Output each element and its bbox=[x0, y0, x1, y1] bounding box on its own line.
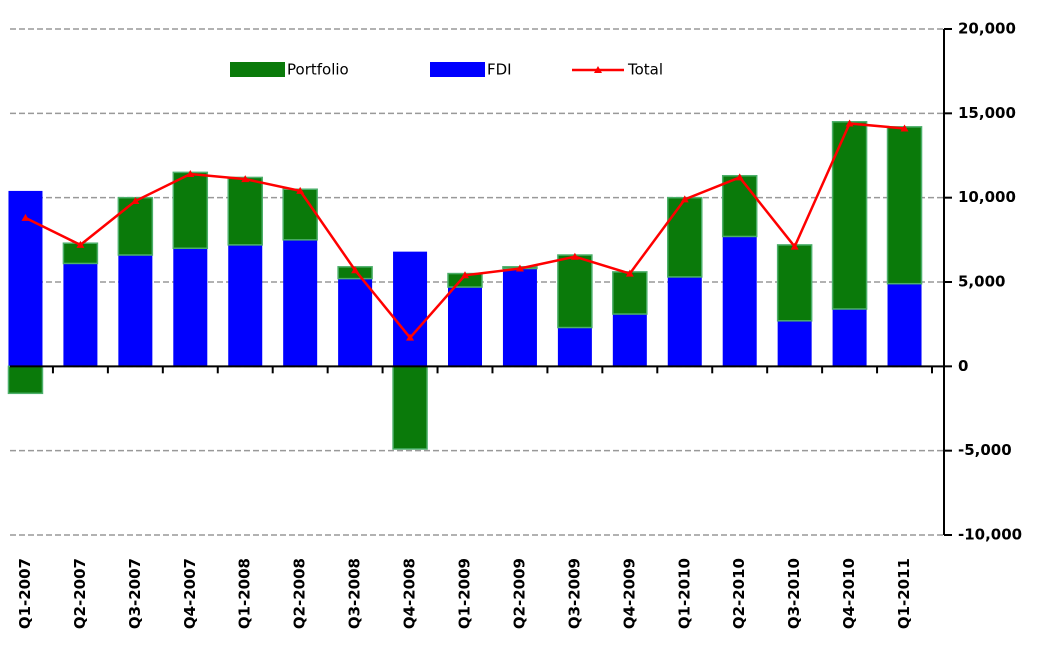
bar bbox=[887, 283, 922, 367]
y-tick-label: 20,000 bbox=[958, 20, 1016, 38]
x-tick-label: Q4-2007 bbox=[181, 558, 199, 629]
marker bbox=[76, 240, 85, 248]
x-tick-label: Q4-2008 bbox=[401, 558, 419, 629]
y-tick-label: 10,000 bbox=[958, 188, 1016, 206]
marker bbox=[241, 175, 250, 183]
x-tick-label: Q4-2010 bbox=[840, 558, 858, 629]
marker bbox=[735, 173, 744, 181]
bar bbox=[227, 176, 263, 246]
legend-label: Portfolio bbox=[287, 61, 349, 79]
marker bbox=[21, 213, 30, 221]
bar bbox=[886, 126, 923, 285]
x-tick-label: Q3-2009 bbox=[565, 558, 583, 629]
bar bbox=[117, 196, 154, 256]
marker bbox=[515, 264, 524, 272]
x-tick-label: Q1-2007 bbox=[16, 558, 34, 629]
marker bbox=[900, 124, 909, 132]
marker bbox=[461, 271, 469, 279]
x-tick-label: Q1-2010 bbox=[675, 558, 693, 629]
bar bbox=[557, 327, 592, 367]
legend-swatch bbox=[230, 62, 285, 77]
marker bbox=[296, 186, 305, 194]
bar bbox=[172, 171, 209, 250]
x-tick-label: Q1-2009 bbox=[456, 558, 474, 629]
bar bbox=[557, 254, 593, 329]
bar bbox=[283, 239, 318, 367]
marker bbox=[570, 252, 579, 260]
bar bbox=[502, 268, 537, 367]
x-tick-label: Q3-2008 bbox=[346, 558, 364, 629]
y-tick-label: -10,000 bbox=[958, 526, 1022, 544]
legend-swatch bbox=[430, 62, 485, 77]
y-tick-label: 5,000 bbox=[958, 273, 1005, 291]
marker bbox=[186, 170, 195, 178]
x-tick-label: Q2-2008 bbox=[291, 558, 309, 629]
x-tick-label: Q1-2008 bbox=[236, 558, 254, 629]
bar bbox=[777, 320, 812, 367]
marker bbox=[845, 119, 854, 127]
bar bbox=[63, 263, 98, 367]
bar bbox=[667, 196, 703, 278]
bar bbox=[448, 287, 482, 367]
y-tick-label: -5,000 bbox=[958, 441, 1012, 459]
marker bbox=[680, 195, 689, 203]
bar bbox=[338, 278, 373, 367]
bar bbox=[612, 314, 647, 367]
bar bbox=[173, 248, 208, 367]
bar bbox=[721, 174, 758, 238]
bar bbox=[118, 255, 153, 367]
bar bbox=[7, 365, 44, 395]
bar bbox=[831, 121, 868, 310]
bar bbox=[282, 188, 318, 241]
bar bbox=[612, 271, 648, 315]
y-tick-label: 0 bbox=[958, 357, 968, 375]
marker bbox=[131, 197, 140, 205]
x-tick-label: Q3-2007 bbox=[126, 558, 144, 629]
bar bbox=[667, 276, 702, 367]
bar bbox=[776, 244, 813, 322]
bar bbox=[392, 365, 428, 450]
x-tick-label: Q3-2010 bbox=[785, 558, 803, 629]
y-tick-label: 15,000 bbox=[958, 104, 1016, 122]
x-tick-label: Q2-2007 bbox=[71, 558, 89, 629]
legend-label: FDI bbox=[487, 61, 512, 79]
legend-label: Total bbox=[627, 61, 663, 79]
marker bbox=[351, 266, 360, 274]
bar bbox=[722, 236, 757, 367]
x-tick-label: Q1-2011 bbox=[895, 558, 913, 629]
x-tick-label: Q4-2009 bbox=[620, 558, 638, 629]
bar bbox=[832, 308, 867, 367]
bar bbox=[228, 244, 263, 367]
marker bbox=[406, 333, 415, 341]
legend-marker bbox=[594, 66, 602, 73]
bar bbox=[393, 251, 428, 367]
marker bbox=[790, 242, 799, 250]
x-tick-label: Q2-2010 bbox=[730, 558, 748, 629]
x-tick-label: Q2-2009 bbox=[510, 558, 528, 629]
marker bbox=[625, 269, 634, 277]
